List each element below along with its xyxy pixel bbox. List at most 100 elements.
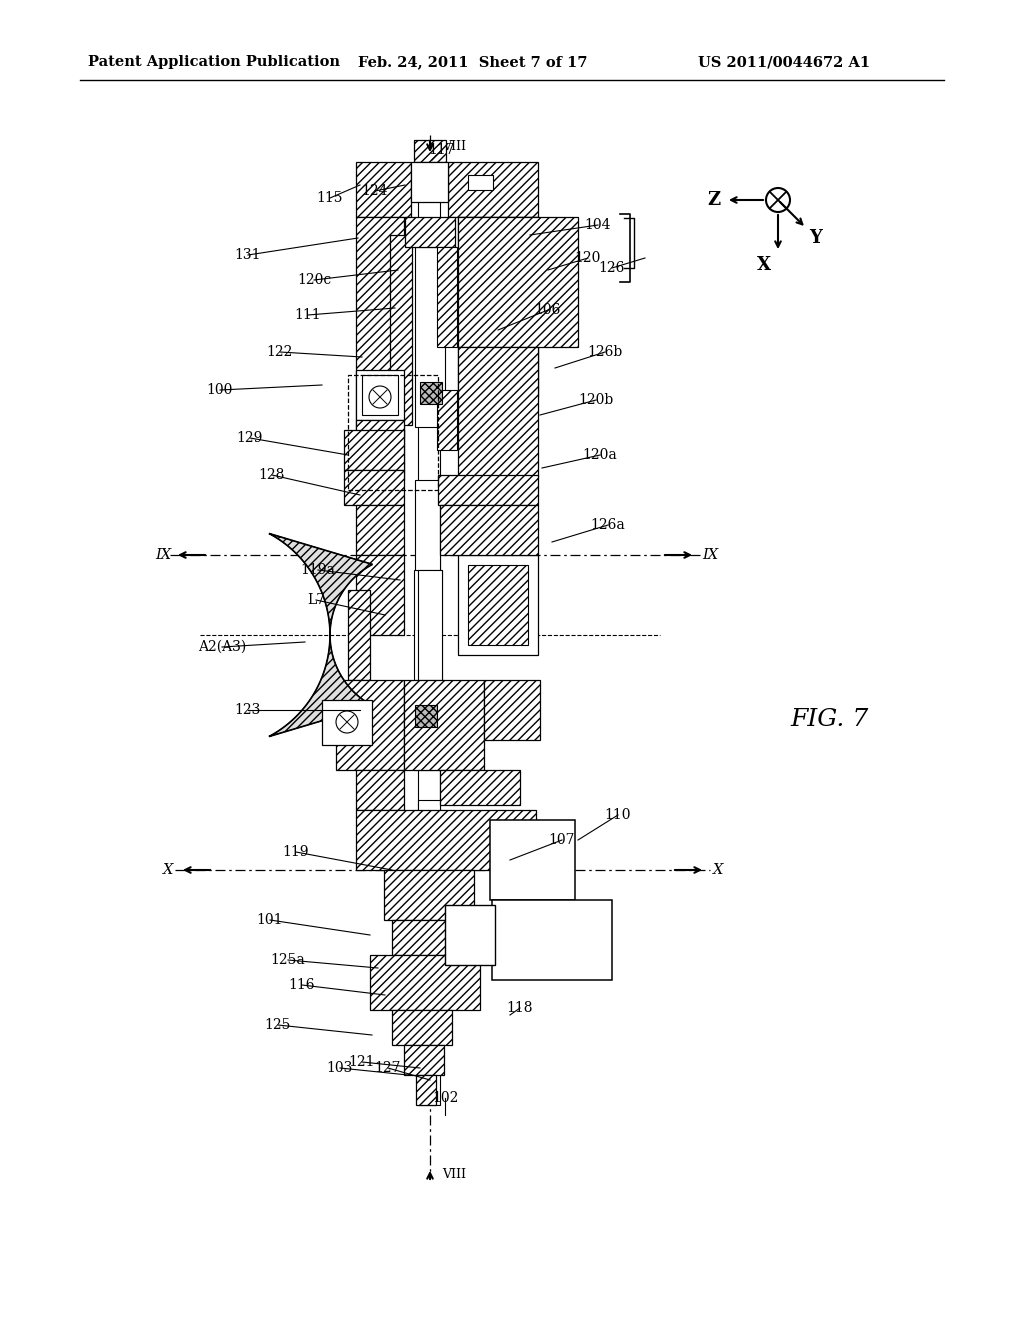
Polygon shape	[269, 533, 373, 737]
Bar	[322, 700, 372, 744]
Bar	[418, 570, 442, 690]
Bar	[458, 216, 538, 397]
Bar	[440, 770, 520, 805]
Text: 120: 120	[574, 251, 601, 265]
Text: 102: 102	[432, 1092, 458, 1105]
Bar	[437, 247, 457, 347]
Bar	[356, 216, 404, 437]
Text: 110: 110	[605, 808, 631, 822]
Bar	[392, 1010, 452, 1045]
Text: 120a: 120a	[583, 447, 617, 462]
Bar	[356, 162, 411, 216]
Bar	[484, 680, 540, 741]
Bar	[356, 810, 536, 870]
Bar	[458, 554, 538, 655]
Text: 129: 129	[237, 432, 263, 445]
Bar	[468, 176, 493, 190]
Bar	[404, 1045, 444, 1074]
Bar	[492, 900, 612, 979]
Text: 118: 118	[507, 1001, 534, 1015]
Text: 116: 116	[289, 978, 315, 993]
Bar	[468, 565, 528, 645]
Text: 111: 111	[295, 308, 322, 322]
Text: 119a: 119a	[301, 564, 336, 577]
Text: 103: 103	[327, 1061, 353, 1074]
Text: 128: 128	[259, 469, 286, 482]
Bar	[411, 162, 449, 202]
Bar	[406, 216, 455, 247]
Bar	[356, 554, 404, 635]
Bar	[437, 389, 457, 450]
Bar	[418, 165, 440, 1105]
Bar	[414, 680, 444, 770]
Bar	[344, 430, 404, 470]
Bar	[438, 475, 538, 506]
Text: Patent Application Publication: Patent Application Publication	[88, 55, 340, 69]
Text: 121: 121	[349, 1055, 375, 1069]
Text: 131: 131	[234, 248, 261, 261]
Text: 125a: 125a	[270, 953, 305, 968]
Text: 115: 115	[316, 191, 343, 205]
Bar	[356, 506, 404, 554]
Text: Feb. 24, 2011  Sheet 7 of 17: Feb. 24, 2011 Sheet 7 of 17	[358, 55, 588, 69]
Bar	[415, 480, 440, 630]
Text: 125: 125	[265, 1018, 291, 1032]
Text: 101: 101	[257, 913, 284, 927]
Bar	[414, 140, 446, 162]
Text: L7: L7	[307, 593, 325, 607]
Text: 126b: 126b	[588, 345, 623, 359]
Bar	[445, 906, 495, 965]
Text: Y: Y	[810, 228, 822, 247]
Bar	[415, 247, 445, 426]
Text: US 2011/0044672 A1: US 2011/0044672 A1	[698, 55, 870, 69]
Text: 119: 119	[283, 845, 309, 859]
Bar	[356, 770, 404, 810]
Bar	[418, 870, 440, 920]
Bar	[336, 680, 404, 770]
Text: A2(A3): A2(A3)	[198, 640, 246, 653]
Bar	[392, 920, 464, 954]
Bar	[458, 347, 538, 477]
Text: 107: 107	[549, 833, 575, 847]
Text: IX: IX	[155, 548, 171, 562]
Bar	[362, 375, 398, 414]
Bar	[390, 235, 412, 425]
Bar	[404, 680, 484, 770]
Text: X: X	[163, 863, 173, 876]
Bar	[416, 1074, 436, 1105]
Text: X: X	[757, 256, 771, 275]
Text: 123: 123	[234, 704, 261, 717]
Bar	[420, 381, 442, 404]
Text: VIII: VIII	[442, 1168, 466, 1181]
Text: 117: 117	[429, 143, 456, 157]
Bar	[414, 810, 444, 870]
Text: 126: 126	[599, 261, 626, 275]
Bar	[370, 954, 480, 1010]
Bar	[414, 570, 442, 700]
Bar	[418, 800, 440, 890]
Text: 120c: 120c	[297, 273, 331, 286]
Bar	[384, 870, 474, 920]
Bar	[415, 705, 437, 727]
Text: X: X	[713, 863, 723, 876]
Text: FIG. 7: FIG. 7	[790, 709, 868, 731]
Text: Z: Z	[708, 191, 721, 209]
Text: 106: 106	[535, 304, 561, 317]
Bar	[440, 506, 538, 554]
Bar	[490, 820, 575, 900]
Text: 127: 127	[375, 1061, 401, 1074]
Text: 100: 100	[207, 383, 233, 397]
Text: 122: 122	[267, 345, 293, 359]
Bar	[458, 216, 578, 347]
Bar	[449, 162, 538, 216]
Text: 124: 124	[361, 183, 388, 198]
Text: IX: IX	[701, 548, 718, 562]
Bar	[348, 590, 370, 680]
Bar	[344, 470, 404, 506]
Text: VIII: VIII	[442, 140, 466, 153]
Text: 104: 104	[585, 218, 611, 232]
Bar	[348, 375, 438, 490]
Bar	[356, 420, 404, 480]
Text: 126a: 126a	[591, 517, 626, 532]
Text: 120b: 120b	[579, 393, 613, 407]
